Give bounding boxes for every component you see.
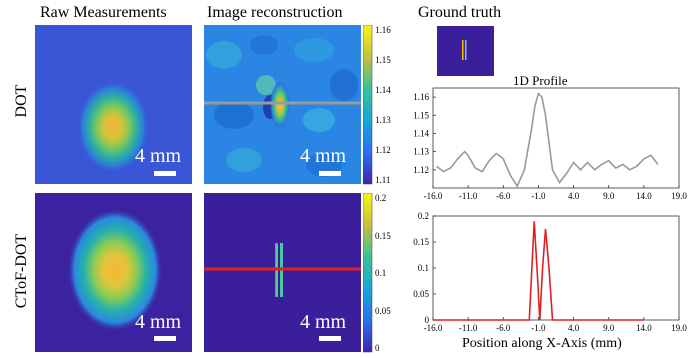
y-tick-label: 0.2 xyxy=(418,211,429,221)
header-raw-measurements: Raw Measurements xyxy=(40,4,167,21)
x-tick-label: -6.0 xyxy=(496,323,511,333)
x-tick-label: 9.0 xyxy=(603,323,615,333)
colorbar-tick-label: 1.14 xyxy=(375,85,391,95)
y-tick-label: 0.05 xyxy=(413,289,429,299)
colorbar-bottom xyxy=(363,193,373,353)
scale-bar xyxy=(319,336,341,341)
y-tick-label: 1.13 xyxy=(413,147,429,157)
scale-bar xyxy=(154,171,176,176)
colorbar-tick-label: 1.11 xyxy=(375,175,391,185)
scale-label: 4 mm xyxy=(135,145,182,167)
profile-chart-top: 1.16 1.15 1.14 1.13 1.12 -16.0 -11.0 -6.0 -1.0 4.… xyxy=(413,87,687,201)
y-tick-label: 1.14 xyxy=(413,128,429,138)
x-tick-label: -1.0 xyxy=(531,323,546,333)
reconstruction-dot-image: 4 mm xyxy=(204,25,361,184)
header-image-reconstruction: Image reconstruction xyxy=(207,4,343,21)
scale-bar xyxy=(154,336,176,341)
x-tick-label: 19.0 xyxy=(671,323,687,333)
row-label-dot: DOT xyxy=(13,84,30,118)
x-tick-label: -11.0 xyxy=(459,323,478,333)
ground-truth-image xyxy=(437,26,494,76)
profile-chart-bottom: 0.2 0.15 0.1 0.05 0-16.0 -11.0 -6.0 -1.0 4.0 9.0 1… xyxy=(413,211,687,333)
x-tick-label: 4.0 xyxy=(568,323,580,333)
colorbar-tick-label: 0 xyxy=(375,343,380,353)
x-tick-label: 4.0 xyxy=(568,191,580,201)
reconstruction-ctof-image: 4 mm xyxy=(204,193,361,352)
x-tick-label: 9.0 xyxy=(603,191,615,201)
x-tick-label: 14.0 xyxy=(636,191,652,201)
colorbar-tick-label: 0.05 xyxy=(375,305,391,316)
series-line xyxy=(436,91,659,188)
colorbar-tick-label: 1.13 xyxy=(375,115,391,125)
colorbar-tick-label: 1.12 xyxy=(375,145,391,155)
x-tick-label: -16.0 xyxy=(424,323,443,333)
raw-measurement-ctof-image: 4 mm xyxy=(35,193,192,352)
colorbar-tick-label: 1.15 xyxy=(375,55,391,65)
raw-measurement-dot-image: 4 mm xyxy=(35,25,192,184)
y-tick-label: 0.1 xyxy=(418,263,429,273)
scale-bar xyxy=(319,171,341,176)
y-tick-label: 0 xyxy=(425,315,430,325)
colorbar-top xyxy=(363,25,373,185)
scale-label: 4 mm xyxy=(135,311,182,333)
x-tick-label: 14.0 xyxy=(636,323,652,333)
x-tick-label: -1.0 xyxy=(531,191,546,201)
y-tick-label: 1.15 xyxy=(413,110,429,120)
row-label-ctof-dot: CToF-DOT xyxy=(13,233,30,309)
header-ground-truth: Ground truth xyxy=(418,4,502,21)
x-tick-label: -6.0 xyxy=(496,191,511,201)
colorbar-tick-label: 0.1 xyxy=(375,268,387,278)
colorbar-tick-label: 1.16 xyxy=(375,25,391,35)
profile-chart-title: 1D Profile xyxy=(513,73,568,88)
y-tick-label: 1.16 xyxy=(413,92,429,102)
scale-label: 4 mm xyxy=(300,145,347,167)
plot-frame xyxy=(432,215,680,321)
y-tick-label: 1.12 xyxy=(413,165,429,175)
scale-label: 4 mm xyxy=(300,311,347,333)
y-tick-label: 0.15 xyxy=(413,237,429,247)
colorbar-tick-label: 0.2 xyxy=(375,193,387,203)
x-tick-label: 19.0 xyxy=(671,191,687,201)
x-tick-label: -11.0 xyxy=(459,191,478,201)
x-tick-label: -16.0 xyxy=(424,191,443,201)
profile-x-axis-label: Position along X-Axis (mm) xyxy=(462,336,622,351)
plot-frame xyxy=(432,87,680,189)
colorbar-tick-label: 0.15 xyxy=(375,230,391,241)
series-line xyxy=(433,221,644,321)
